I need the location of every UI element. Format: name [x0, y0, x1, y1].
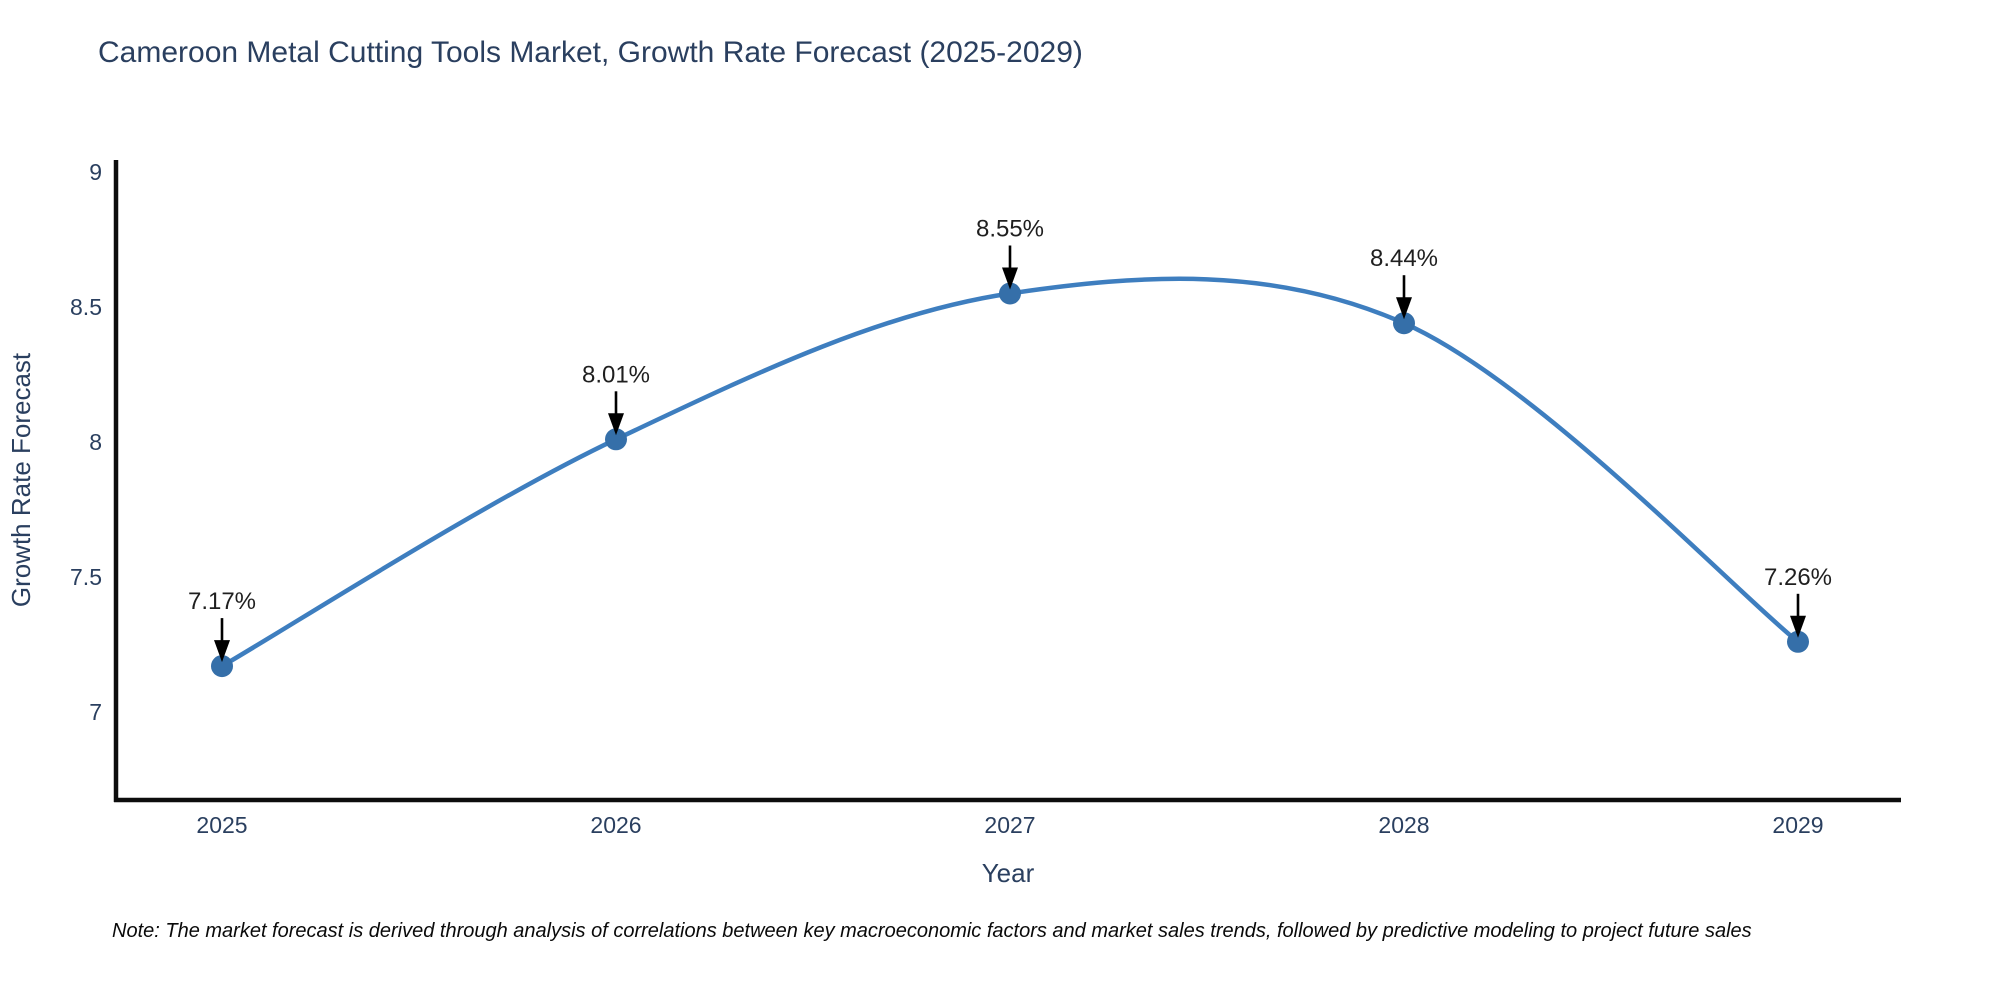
- data-point-marker: [211, 655, 233, 678]
- annotation-arrowhead: [608, 413, 624, 436]
- x-tick-label: 2027: [984, 812, 1035, 838]
- x-tick-label: 2025: [196, 812, 247, 838]
- data-point-marker: [605, 428, 627, 451]
- data-point-label: 7.26%: [1764, 564, 1832, 591]
- annotation-arrowhead: [1790, 615, 1806, 638]
- x-tick-label: 2029: [1772, 812, 1823, 838]
- data-point-label: 7.17%: [188, 588, 256, 615]
- annotation-arrowhead: [1396, 297, 1412, 320]
- data-point-label: 8.55%: [976, 216, 1044, 243]
- annotation-arrowhead: [214, 640, 230, 663]
- data-point-label: 8.01%: [582, 361, 650, 388]
- annotation-arrowhead: [1002, 267, 1018, 290]
- data-point-label: 8.44%: [1370, 245, 1438, 272]
- y-tick-label: 9: [89, 159, 102, 185]
- y-tick-label: 7: [89, 699, 102, 725]
- x-axis-title: Year: [982, 858, 1035, 888]
- y-axis-title: Growth Rate Forecast: [6, 352, 36, 607]
- chart-title: Cameroon Metal Cutting Tools Market, Gro…: [98, 36, 1083, 69]
- y-tick-label: 8.5: [70, 294, 102, 320]
- footnote: Note: The market forecast is derived thr…: [112, 920, 1752, 942]
- x-tick-label: 2026: [590, 812, 641, 838]
- data-point-marker: [1787, 630, 1809, 653]
- data-point-marker: [1393, 312, 1415, 335]
- y-tick-label: 7.5: [70, 564, 102, 590]
- forecast-line: [220, 276, 1800, 669]
- y-tick-label: 8: [89, 429, 102, 455]
- data-point-marker: [999, 282, 1021, 305]
- x-tick-label: 2028: [1378, 812, 1429, 838]
